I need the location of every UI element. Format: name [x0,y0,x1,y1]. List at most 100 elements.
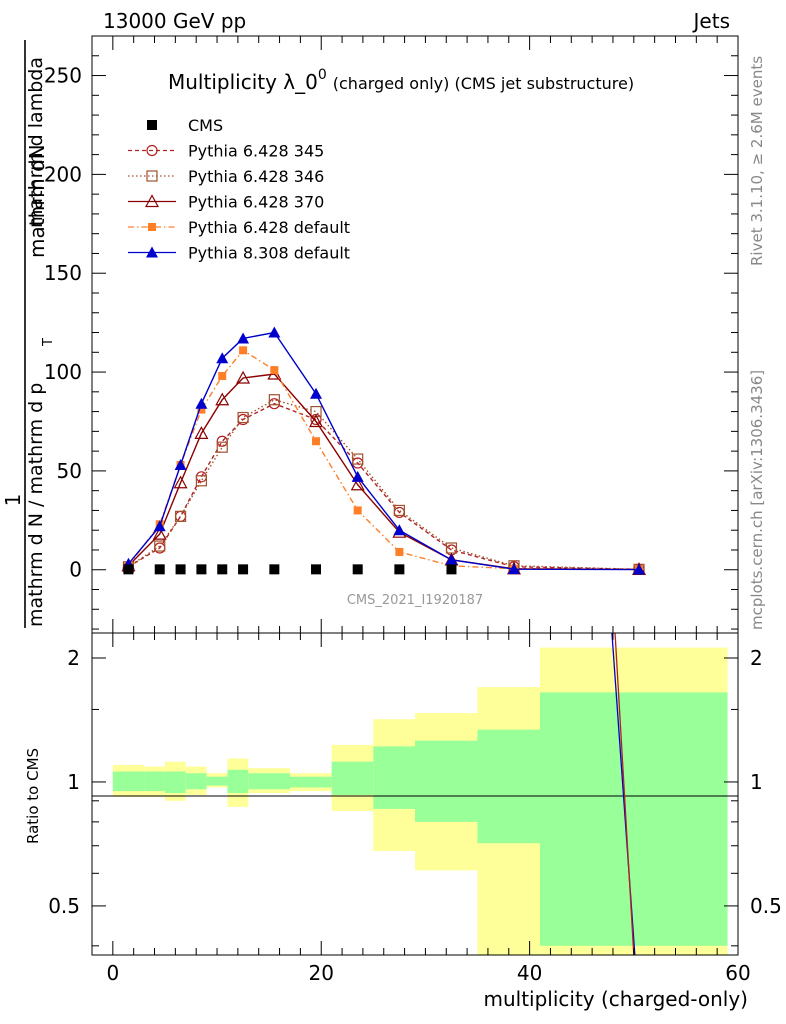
data-points [123,564,457,575]
data-point [394,564,405,575]
ratio-band-inner [331,761,374,795]
series-point [174,458,187,470]
legend-label: Pythia 6.428 345 [188,142,324,161]
legend-marker [148,223,156,231]
series-point [152,526,167,540]
x-tick-label: 40 [517,961,542,985]
chart-title: Multiplicity λ_00 (charged only) (CMS jet… [168,67,634,94]
series-point [310,387,323,399]
data-point [123,564,134,575]
ratio-panel: 0.5 0.5 1 1 2 2 [48,632,782,956]
ratio-band-inner [540,692,728,946]
series-point [393,504,405,517]
legend-label: CMS [188,116,223,135]
ratio-lines [611,632,636,956]
ratio-band-inner [289,776,332,788]
data-point [175,564,186,575]
legend-marker [147,120,157,130]
series-point [351,470,364,482]
ratio-band-inner [373,746,415,809]
series-point [395,547,404,556]
legend-marker [146,144,158,157]
series-point [195,397,208,409]
series-point [507,563,520,575]
series-point [216,435,228,447]
ratio-tick-label: 1 [750,770,763,794]
series-point [312,437,321,446]
series-point [197,405,206,414]
ratio-band-inner [144,771,165,792]
legend-label: Pythia 6.428 default [188,218,350,237]
series-line [128,402,640,571]
ratio-line [614,632,635,956]
y-tick-label: 100 [44,360,82,384]
legend-label: Pythia 6.428 346 [188,167,324,186]
series-line [127,349,640,571]
series-point [195,475,208,487]
ratio-band-inner [415,740,478,822]
y-tick-label: 200 [44,162,82,186]
series-point [173,475,188,489]
series-point [236,370,251,384]
ratio-ticks: 0.5 0.5 1 1 2 2 [48,646,782,947]
ratio-frame [91,632,739,956]
watermark: CMS_2021_I1920187 [347,593,483,608]
ratio-band-inner [206,776,228,786]
data-point [238,564,249,575]
ratio-tick-label: 1 [67,770,80,794]
series-point [215,392,230,406]
y-label-denominator-sub: T [41,338,56,347]
y-tick-label: 150 [44,261,82,285]
series-point [309,414,324,428]
main-ticks: 0 50 100 150 200 250 [44,35,738,630]
main-panel: 0 50 100 150 200 250 CMS_2021_I1920187 Multip… [44,35,739,634]
ratio-tick-label: 0.5 [750,894,782,918]
data-point [269,564,280,575]
series-point [194,426,209,439]
series-point [216,441,228,453]
y-label-one: 1 [1,494,25,507]
ratio-y-label: Ratio to CMS [24,748,42,844]
y-label-denominator-tail: mathrm d lambda [25,57,47,228]
legend-marker [144,194,160,208]
series-point [218,372,227,381]
series-point [353,506,362,515]
y-tick-label: 250 [44,64,82,88]
ratio-band-inner [185,773,207,790]
ratio-band-inner [477,729,541,844]
series-point [393,524,406,536]
ratio-tick-label: 2 [750,646,763,670]
ratio-tick-label: 2 [67,646,80,670]
series-point [153,520,166,532]
x-tick-label: 0 [106,961,119,985]
series-point [352,453,364,465]
series-point [445,553,458,565]
data-point [217,564,228,575]
series-point [216,352,229,364]
ratio-band-inner [248,773,290,790]
series-point [350,477,365,491]
legend-marker [146,246,158,258]
series-point [268,394,280,406]
series-point [174,510,187,522]
legend: CMS Pythia 6.428 345 Pythia 6.428 346 Pythi… [128,116,350,263]
data-point [311,564,322,575]
y-tick-label: 0 [69,558,82,582]
ratio-band-inner [227,769,249,794]
series-point [237,411,249,424]
ratio-bands [112,647,728,955]
mcplots-label: mcplots.cern.ch [arXiv:1306.3436] [748,370,766,630]
series-point [154,540,166,552]
series-point [237,332,250,344]
series-line [128,398,640,571]
ratio-band-inner [164,771,186,794]
energy-label: 13000 GeV pp [103,9,246,33]
x-tick-label: 60 [725,961,750,985]
data-point [352,564,363,575]
ratio-band-inner [112,771,145,792]
legend-label: Pythia 6.428 370 [188,193,324,212]
y-label-numerator: mathrm dN [25,144,49,258]
process-label: Jets [692,9,730,33]
x-ticks: 0 20 40 60 [106,36,751,985]
